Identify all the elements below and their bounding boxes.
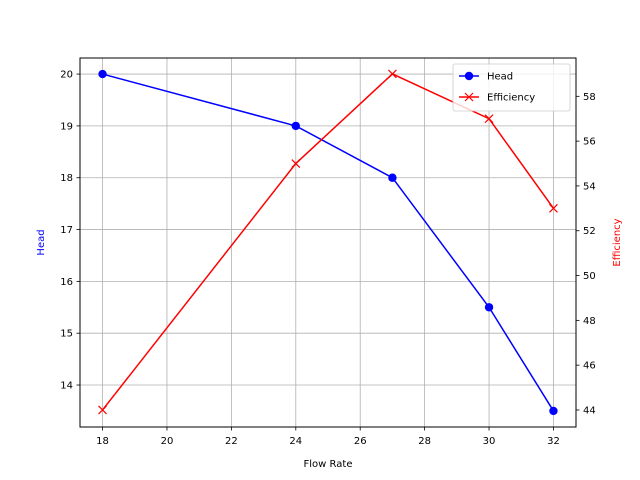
x-axis: 18 20 22 24 26 28 30 32 xyxy=(96,427,560,447)
plot-frame xyxy=(79,57,577,428)
right-y-tick-label: 52 xyxy=(583,226,596,237)
x-tick-label: 20 xyxy=(161,436,174,447)
series-line xyxy=(101,73,555,411)
x-marker xyxy=(549,203,558,213)
x-marker xyxy=(387,69,397,79)
left-y-tick-label: 14 xyxy=(60,381,73,392)
left-y-tick-label: 19 xyxy=(60,121,73,132)
legend-label: Efficiency xyxy=(487,93,535,104)
x-tick-label: 22 xyxy=(225,436,238,447)
circle-marker xyxy=(484,303,494,312)
legend: Head Efficiency xyxy=(452,63,571,112)
x-tick-label: 26 xyxy=(354,436,367,447)
left-y-axis: 14 15 16 17 18 19 20 xyxy=(60,70,80,392)
x-tick-label: 18 xyxy=(96,436,109,447)
legend-label: Head xyxy=(487,72,513,83)
left-y-axis-label: Head xyxy=(36,229,47,255)
right-y-tick-label: 44 xyxy=(583,405,596,416)
right-y-axis-label: Efficiency xyxy=(612,218,623,266)
x-tick-label: 32 xyxy=(547,436,560,447)
x-marker xyxy=(464,92,474,102)
x-tick-label: 28 xyxy=(418,436,431,447)
circle-marker xyxy=(291,121,300,131)
right-y-tick-label: 54 xyxy=(583,181,596,192)
x-axis-label: Flow Rate xyxy=(304,459,353,470)
x-marker xyxy=(484,114,494,124)
legend-entry-efficiency: Efficiency xyxy=(459,93,535,104)
circle-marker xyxy=(98,69,107,79)
series-line xyxy=(102,73,555,412)
right-y-tick-label: 48 xyxy=(583,316,596,327)
legend-box xyxy=(452,63,571,112)
left-y-tick-label: 20 xyxy=(60,70,73,81)
left-y-tick-label: 15 xyxy=(60,329,73,340)
right-y-tick-label: 46 xyxy=(583,361,596,372)
legend-entry-head: Head xyxy=(459,72,513,83)
right-y-tick-label: 50 xyxy=(583,271,596,282)
series-efficiency xyxy=(98,69,558,415)
x-tick-label: 24 xyxy=(289,436,302,447)
x-tick-label: 30 xyxy=(483,436,496,447)
x-marker xyxy=(291,159,301,168)
grid-lines xyxy=(80,58,576,427)
circle-marker xyxy=(464,71,474,81)
circle-marker xyxy=(549,406,558,416)
series-layer xyxy=(98,69,558,416)
left-y-tick-label: 18 xyxy=(60,173,73,184)
left-y-tick-label: 17 xyxy=(60,225,73,236)
right-y-tick-label: 56 xyxy=(583,137,596,148)
right-y-tick-label: 58 xyxy=(583,92,596,103)
x-marker xyxy=(98,405,107,415)
series-head xyxy=(98,69,558,416)
left-y-tick-label: 16 xyxy=(60,277,73,288)
circle-marker xyxy=(388,173,397,182)
right-y-axis: 44 46 48 50 52 54 56 58 xyxy=(576,92,596,416)
